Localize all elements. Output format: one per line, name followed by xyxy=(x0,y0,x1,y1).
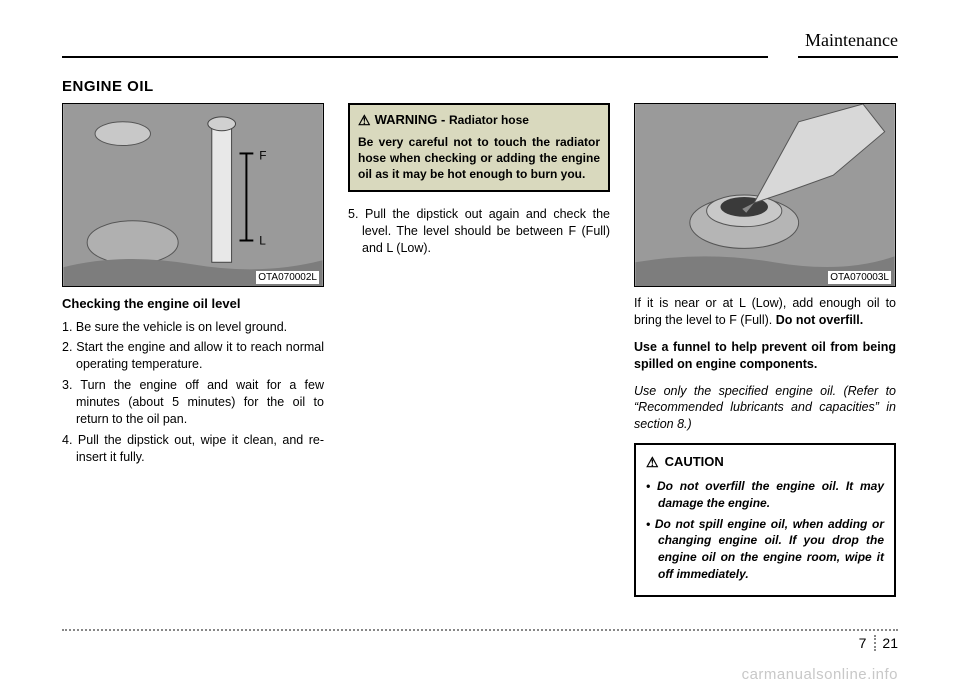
engine-dipstick-illustration: F L xyxy=(63,104,323,286)
caution-heading: ⚠ CAUTION xyxy=(646,453,884,472)
watermark: carmanualsonline.info xyxy=(742,666,898,683)
engine-oil-fill-illustration xyxy=(635,104,895,286)
subheading-check-oil: Checking the engine oil level xyxy=(62,295,324,313)
step-5: 5. Pull the dipstick out again and check… xyxy=(348,206,610,257)
step-1: 1. Be sure the vehicle is on level groun… xyxy=(62,319,324,336)
caution-label: CAUTION xyxy=(665,454,724,469)
header-rule-left xyxy=(62,56,768,58)
column-1: F L OTA070002L Checking the engine oil l… xyxy=(62,103,324,597)
steps-list-2: 5. Pull the dipstick out again and check… xyxy=(348,206,610,257)
caution-icon: ⚠ xyxy=(646,453,659,472)
warning-subject: Radiator hose xyxy=(449,113,529,127)
warning-box: ⚠ WARNING - Radiator hose Be very careful… xyxy=(348,103,610,192)
svg-text:F: F xyxy=(259,148,266,162)
footer-dotted-rule xyxy=(62,629,898,631)
column-2: ⚠ WARNING - Radiator hose Be very careful… xyxy=(348,103,610,597)
figure-oil-fill: OTA070003L xyxy=(634,103,896,287)
page-header: Maintenance xyxy=(62,30,898,64)
header-rule-right xyxy=(798,56,898,58)
step-4: 4. Pull the dipstick out, wipe it clean,… xyxy=(62,432,324,466)
para-funnel: Use a funnel to help prevent oil from be… xyxy=(634,339,896,373)
warning-body: Be very careful not to touch the radiato… xyxy=(358,134,600,183)
warning-label: WARNING - xyxy=(375,112,449,127)
page: Maintenance ENGINE OIL F L xyxy=(0,0,960,689)
column-3: OTA070003L If it is near or at L (Low), … xyxy=(634,103,896,597)
caution-box: ⚠ CAUTION • Do not overfill the engine oi… xyxy=(634,443,896,597)
warning-heading: ⚠ WARNING - Radiator hose xyxy=(358,111,600,130)
figure-code-2: OTA070003L xyxy=(828,271,891,285)
page-number-value: 21 xyxy=(882,635,898,651)
svg-text:L: L xyxy=(259,233,266,247)
section-title: ENGINE OIL xyxy=(62,78,898,95)
steps-list-1: 1. Be sure the vehicle is on level groun… xyxy=(62,319,324,466)
para-specified-oil: Use only the specified engine oil. (Refe… xyxy=(634,383,896,434)
caution-item-2: • Do not spill engine oil, when adding o… xyxy=(646,516,884,583)
warning-icon: ⚠ xyxy=(358,111,371,130)
chapter-number: 7 xyxy=(859,635,877,651)
step-3: 3. Turn the engine off and wait for a fe… xyxy=(62,377,324,428)
header-section-title: Maintenance xyxy=(805,30,898,51)
page-number: 7 21 xyxy=(859,635,898,651)
caution-list: • Do not overfill the engine oil. It may… xyxy=(646,478,884,583)
para-low-add: If it is near or at L (Low), add enough … xyxy=(634,295,896,329)
caution-item-1: • Do not overfill the engine oil. It may… xyxy=(646,478,884,512)
page-footer: 7 21 xyxy=(62,629,898,659)
figure-code-1: OTA070002L xyxy=(256,271,319,285)
step-2: 2. Start the engine and allow it to reac… xyxy=(62,339,324,373)
figure-dipstick: F L OTA070002L xyxy=(62,103,324,287)
do-not-overfill: Do not overfill. xyxy=(776,313,864,327)
columns: F L OTA070002L Checking the engine oil l… xyxy=(62,103,898,597)
